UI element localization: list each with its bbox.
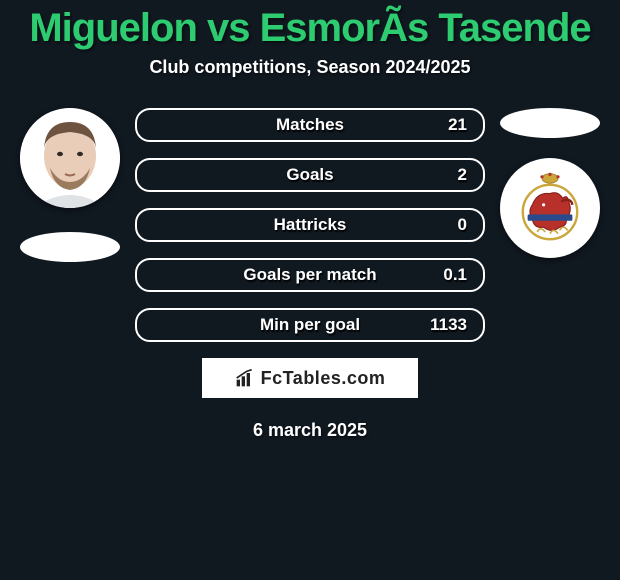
player-photo-avatar — [20, 108, 120, 208]
content-region: Matches 21 Goals 2 Hattricks 0 Goals per… — [0, 108, 620, 342]
player-right-badge — [500, 108, 600, 138]
stat-value: 0.1 — [443, 265, 467, 285]
stat-label: Goals per match — [243, 265, 376, 285]
stat-row-goals-per-match: Goals per match 0.1 — [135, 258, 485, 292]
club-crest-icon — [510, 168, 590, 248]
stat-row-hattricks: Hattricks 0 — [135, 208, 485, 242]
player-face-icon — [20, 108, 120, 208]
stat-row-goals: Goals 2 — [135, 158, 485, 192]
stat-value: 0 — [458, 215, 467, 235]
player-left-badge — [20, 232, 120, 262]
club-crest — [500, 158, 600, 258]
stat-value: 1133 — [430, 315, 467, 335]
stat-label: Min per goal — [260, 315, 360, 335]
date-text: 6 march 2025 — [0, 420, 620, 441]
page-title: Miguelon vs EsmorÃ­s Tasende — [0, 6, 620, 51]
stat-label: Hattricks — [274, 215, 347, 235]
stats-list: Matches 21 Goals 2 Hattricks 0 Goals per… — [135, 108, 485, 342]
attribution-badge: FcTables.com — [202, 358, 418, 398]
player-right-column — [490, 108, 610, 258]
attribution-text: FcTables.com — [261, 368, 386, 389]
stat-row-matches: Matches 21 — [135, 108, 485, 142]
bar-chart-icon — [235, 368, 255, 388]
page-subtitle: Club competitions, Season 2024/2025 — [0, 57, 620, 78]
stat-label: Goals — [286, 165, 333, 185]
stat-row-min-per-goal: Min per goal 1133 — [135, 308, 485, 342]
stat-label: Matches — [276, 115, 344, 135]
player-left-column — [10, 108, 130, 262]
stat-value: 21 — [448, 115, 467, 135]
stat-value: 2 — [458, 165, 467, 185]
